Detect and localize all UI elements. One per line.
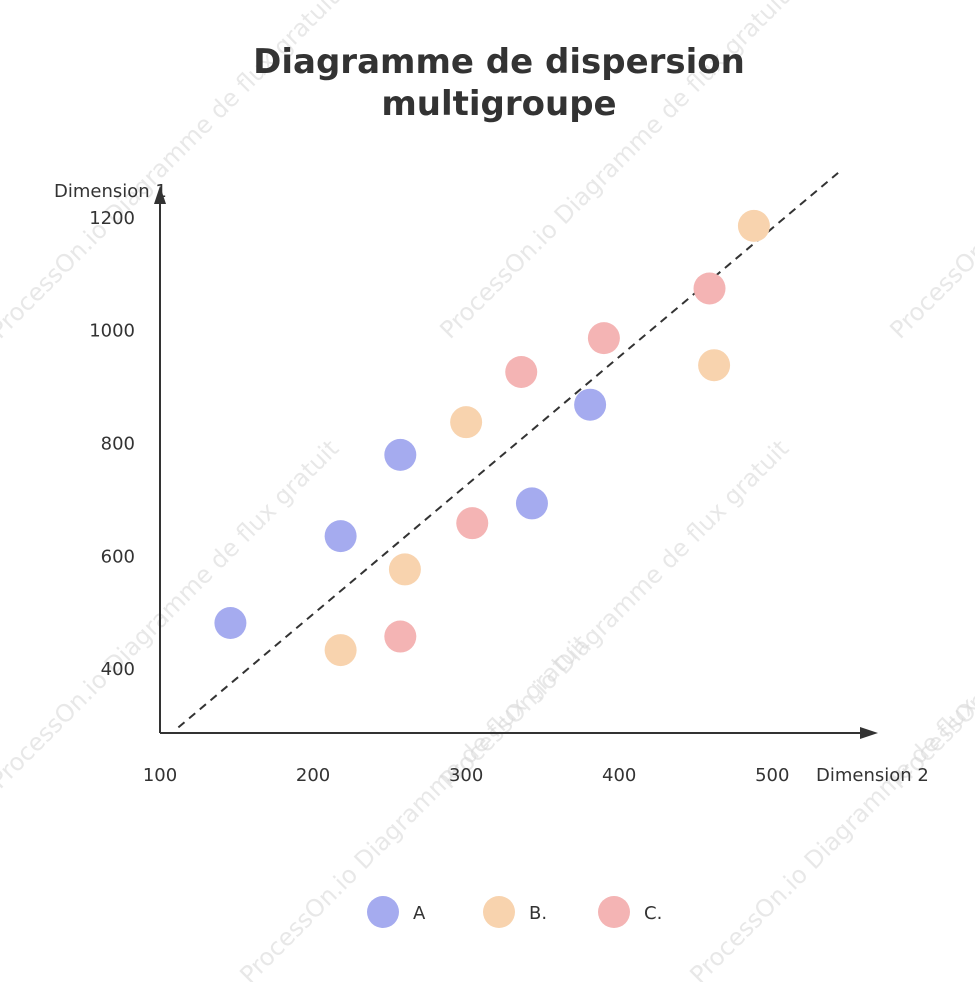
x-axis-label: Dimension 2 [816, 765, 929, 786]
trend-line [177, 172, 839, 729]
trend-line-layer [177, 172, 839, 729]
y-tick-label: 1000 [89, 321, 135, 342]
y-axis-label: Dimension 1 [54, 181, 167, 202]
y-tick-labels: 400 600 800 1000 1200 [89, 208, 135, 680]
point-series-c [384, 620, 417, 653]
point-series-c [587, 322, 620, 355]
watermark-text: ProcessOn.io Diagramme de flux gratuit [884, 0, 975, 344]
point-series-a [214, 607, 247, 640]
legend-label: C. [644, 903, 662, 924]
data-points-layer [214, 209, 770, 667]
legend-swatch [598, 896, 630, 928]
x-axis-arrow [860, 727, 878, 739]
legend-swatch [483, 896, 515, 928]
y-axis-arrow [154, 186, 166, 204]
point-series-b [737, 209, 770, 242]
point-series-a [574, 388, 607, 421]
y-tick-label: 800 [101, 433, 135, 454]
point-series-b [698, 349, 731, 382]
x-tick-labels: 100 200 300 400 500 [143, 765, 790, 786]
point-series-b [450, 406, 483, 439]
point-series-c [693, 272, 726, 305]
watermark-text: ProcessOn.io Diagramme de flux gratuit [684, 629, 975, 982]
legend: A B. C. [367, 896, 662, 928]
x-tick-label: 400 [602, 765, 636, 786]
point-series-c [456, 507, 489, 540]
y-tick-label: 400 [101, 659, 135, 680]
legend-swatch [367, 896, 399, 928]
chart-title-line-1: Diagramme de dispersion [253, 42, 745, 82]
legend-label: A [413, 903, 426, 924]
x-tick-label: 500 [755, 765, 789, 786]
y-tick-label: 600 [101, 546, 135, 567]
point-series-a [324, 520, 357, 553]
point-series-b [388, 553, 421, 586]
point-series-c [505, 355, 538, 388]
chart-title-line-2: multigroupe [381, 84, 616, 124]
y-tick-label: 1200 [89, 208, 135, 229]
point-series-b [324, 634, 357, 667]
watermark-text: ProcessOn.io Diagramme de flux gratuit [234, 629, 594, 982]
x-tick-label: 300 [449, 765, 483, 786]
point-series-a [384, 438, 417, 471]
point-series-a [515, 487, 548, 520]
x-tick-label: 200 [296, 765, 330, 786]
x-tick-label: 100 [143, 765, 177, 786]
legend-label: B. [529, 903, 547, 924]
watermark-text: ProcessOn.io Diagramme de flux gratuit [0, 434, 344, 794]
